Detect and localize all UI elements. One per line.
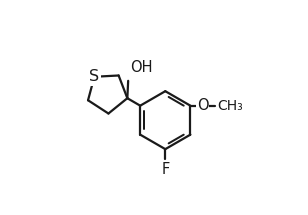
Text: O: O [197,98,209,113]
Text: OH: OH [130,60,152,75]
Text: S: S [89,69,99,84]
Text: F: F [161,161,169,177]
Text: CH₃: CH₃ [217,99,243,113]
